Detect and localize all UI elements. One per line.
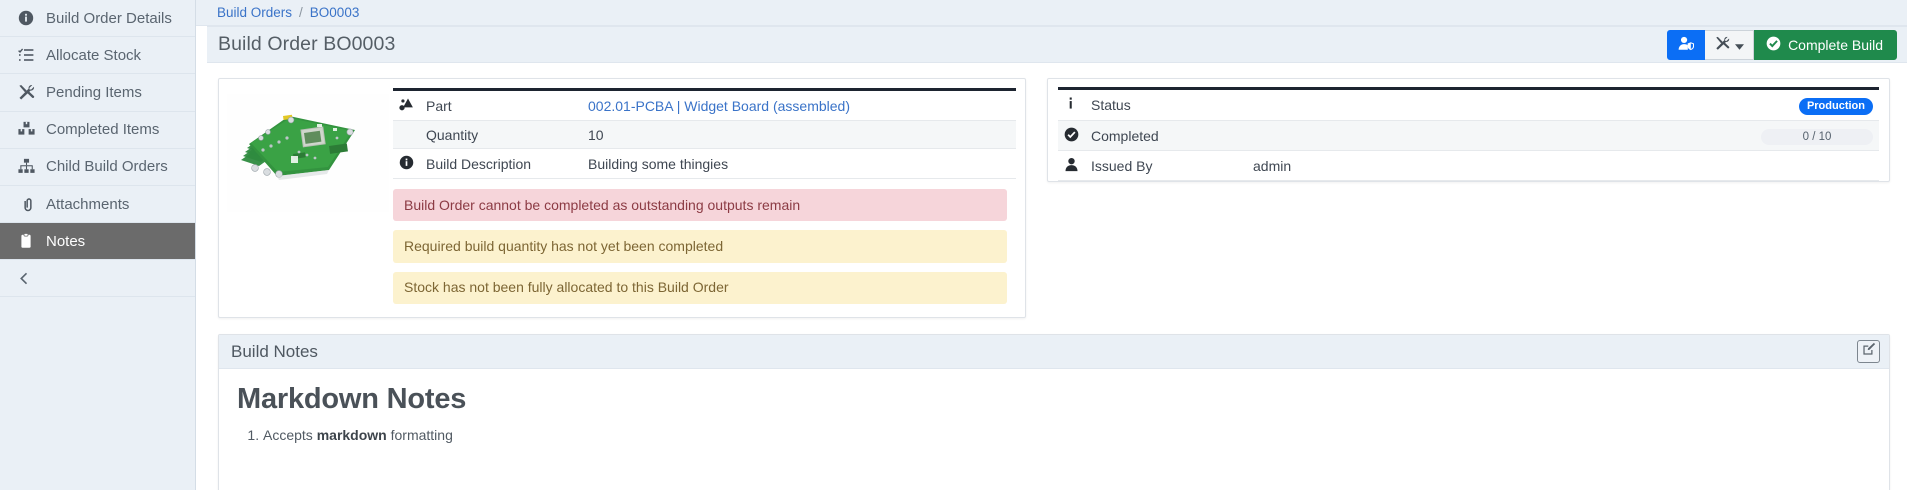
detail-panels: Part 002.01-PCBA | Widget Board (assembl… xyxy=(196,63,1907,319)
page-title: Build Order BO0003 xyxy=(218,33,396,55)
build-status-table: Status Production Completed 0 / 10 xyxy=(1058,87,1879,181)
row-label: Issued By xyxy=(1085,150,1247,181)
table-row-quantity: Quantity 10 xyxy=(393,120,1016,149)
part-image-pcb-stack[interactable] xyxy=(227,94,389,212)
shapes-icon xyxy=(393,89,420,121)
row-icon-empty xyxy=(393,120,420,149)
sidebar-item-allocate-stock[interactable]: Allocate Stock xyxy=(0,37,195,75)
page-header: Build Order BO0003 xyxy=(207,26,1907,63)
sidebar-item-label: Notes xyxy=(46,232,86,250)
build-notes-title: Build Notes xyxy=(231,341,318,361)
notes-heading: Markdown Notes xyxy=(237,383,467,416)
build-detail-card: Part 002.01-PCBA | Widget Board (assembl… xyxy=(218,78,1026,319)
row-value: Production xyxy=(1247,88,1879,121)
list-item-bold: markdown xyxy=(316,427,387,444)
build-detail-body: Part 002.01-PCBA | Widget Board (assembl… xyxy=(393,88,1025,317)
sidebar-item-pending-items[interactable]: Pending Items xyxy=(0,74,195,112)
sidebar-item-child-build-orders[interactable]: Child Build Orders xyxy=(0,149,195,186)
edit-notes-button[interactable] xyxy=(1857,340,1880,364)
tools-dropdown-button[interactable] xyxy=(1705,30,1755,60)
row-label: Part xyxy=(420,89,582,121)
breadcrumb-link-current[interactable]: BO0003 xyxy=(309,5,360,20)
alert-stock-not-allocated: Stock has not been fully allocated to th… xyxy=(393,271,1007,305)
sidebar: Build Order Details Allocate Stock Pendi… xyxy=(0,0,196,490)
row-value: Building some thingies xyxy=(582,148,1016,179)
alert-quantity-not-completed: Required build quantity has not yet been… xyxy=(393,230,1007,263)
breadcrumb-link-build-orders[interactable]: Build Orders xyxy=(217,5,293,20)
clipboard-icon xyxy=(18,233,46,249)
check-circle-icon xyxy=(1058,120,1085,151)
user-icon xyxy=(1058,150,1085,181)
row-label: Quantity xyxy=(420,120,582,149)
assign-user-button[interactable] xyxy=(1667,30,1706,60)
tools-icon xyxy=(18,84,46,101)
list-check-icon xyxy=(18,47,46,63)
build-notes-body: Markdown Notes Accepts markdown formatti… xyxy=(219,369,1889,466)
info-circle-icon xyxy=(18,10,46,26)
row-value: 0 / 10 xyxy=(1247,120,1879,151)
sidebar-item-label: Attachments xyxy=(46,195,130,213)
table-row-status: Status Production xyxy=(1058,88,1879,121)
build-status-card: Status Production Completed 0 / 10 xyxy=(1047,78,1890,182)
edit-pencil-square-icon xyxy=(1862,342,1876,361)
sidebar-item-completed-items[interactable]: Completed Items xyxy=(0,112,195,149)
boxes-icon xyxy=(18,121,46,138)
caret-down-icon xyxy=(1734,38,1744,53)
sidebar-item-label: Child Build Orders xyxy=(46,158,168,176)
tools-icon xyxy=(1715,36,1730,54)
sidebar-item-attachments[interactable]: Attachments xyxy=(0,186,195,224)
row-label: Build Description xyxy=(420,148,582,179)
table-row-issued-by: Issued By admin xyxy=(1058,150,1879,181)
build-notes-panel: Build Notes Markdown Notes Accepts markd… xyxy=(218,334,1890,490)
row-value: 10 xyxy=(582,120,1016,149)
part-thumbnail-wrapper xyxy=(219,88,393,317)
build-notes-header: Build Notes xyxy=(219,335,1889,370)
check-circle-icon xyxy=(1766,36,1781,54)
sidebar-item-label: Pending Items xyxy=(46,83,142,101)
header-action-buttons: Complete Build xyxy=(1667,30,1897,60)
table-row-part: Part 002.01-PCBA | Widget Board (assembl… xyxy=(393,89,1016,121)
table-row-completed: Completed 0 / 10 xyxy=(1058,120,1879,151)
main-content: Build Orders / BO0003 Build Order BO0003 xyxy=(196,0,1907,490)
sidebar-item-label: Build Order Details xyxy=(46,9,172,27)
list-item-suffix: formatting xyxy=(386,427,453,444)
table-row-build-description: Build Description Building some thingies xyxy=(393,148,1016,179)
info-circle-icon xyxy=(393,148,420,179)
alert-list: Build Order cannot be completed as outst… xyxy=(393,179,1016,317)
status-badge: Production xyxy=(1798,98,1873,115)
part-link[interactable]: 002.01-PCBA | Widget Board (assembled) xyxy=(588,97,850,114)
complete-build-label: Complete Build xyxy=(1788,37,1883,53)
info-icon xyxy=(1058,88,1085,121)
complete-build-button[interactable]: Complete Build xyxy=(1754,30,1897,60)
notes-ordered-list: Accepts markdown formatting xyxy=(237,425,1871,446)
sitemap-icon xyxy=(18,158,46,175)
row-label: Completed xyxy=(1085,120,1247,151)
user-shield-icon xyxy=(1678,36,1695,54)
sidebar-item-label: Completed Items xyxy=(46,121,160,139)
completed-progress-bar: 0 / 10 xyxy=(1761,128,1873,145)
row-value: admin xyxy=(1247,150,1879,181)
sidebar-collapse-toggle[interactable] xyxy=(0,260,195,298)
breadcrumb: Build Orders / BO0003 xyxy=(196,0,1907,26)
sidebar-item-label: Allocate Stock xyxy=(46,46,142,64)
build-detail-table: Part 002.01-PCBA | Widget Board (assembl… xyxy=(393,88,1016,179)
row-value: 002.01-PCBA | Widget Board (assembled) xyxy=(582,89,1016,121)
list-item-prefix: Accepts xyxy=(263,427,317,444)
chevron-left-icon xyxy=(18,272,46,285)
alert-outstanding-outputs: Build Order cannot be completed as outst… xyxy=(393,189,1007,222)
sidebar-item-build-order-details[interactable]: Build Order Details xyxy=(0,0,195,38)
row-label: Status xyxy=(1085,88,1247,121)
list-item: Accepts markdown formatting xyxy=(263,425,1871,446)
paperclip-icon xyxy=(18,196,46,212)
sidebar-item-notes[interactable]: Notes xyxy=(0,223,195,261)
breadcrumb-separator: / xyxy=(299,5,303,20)
